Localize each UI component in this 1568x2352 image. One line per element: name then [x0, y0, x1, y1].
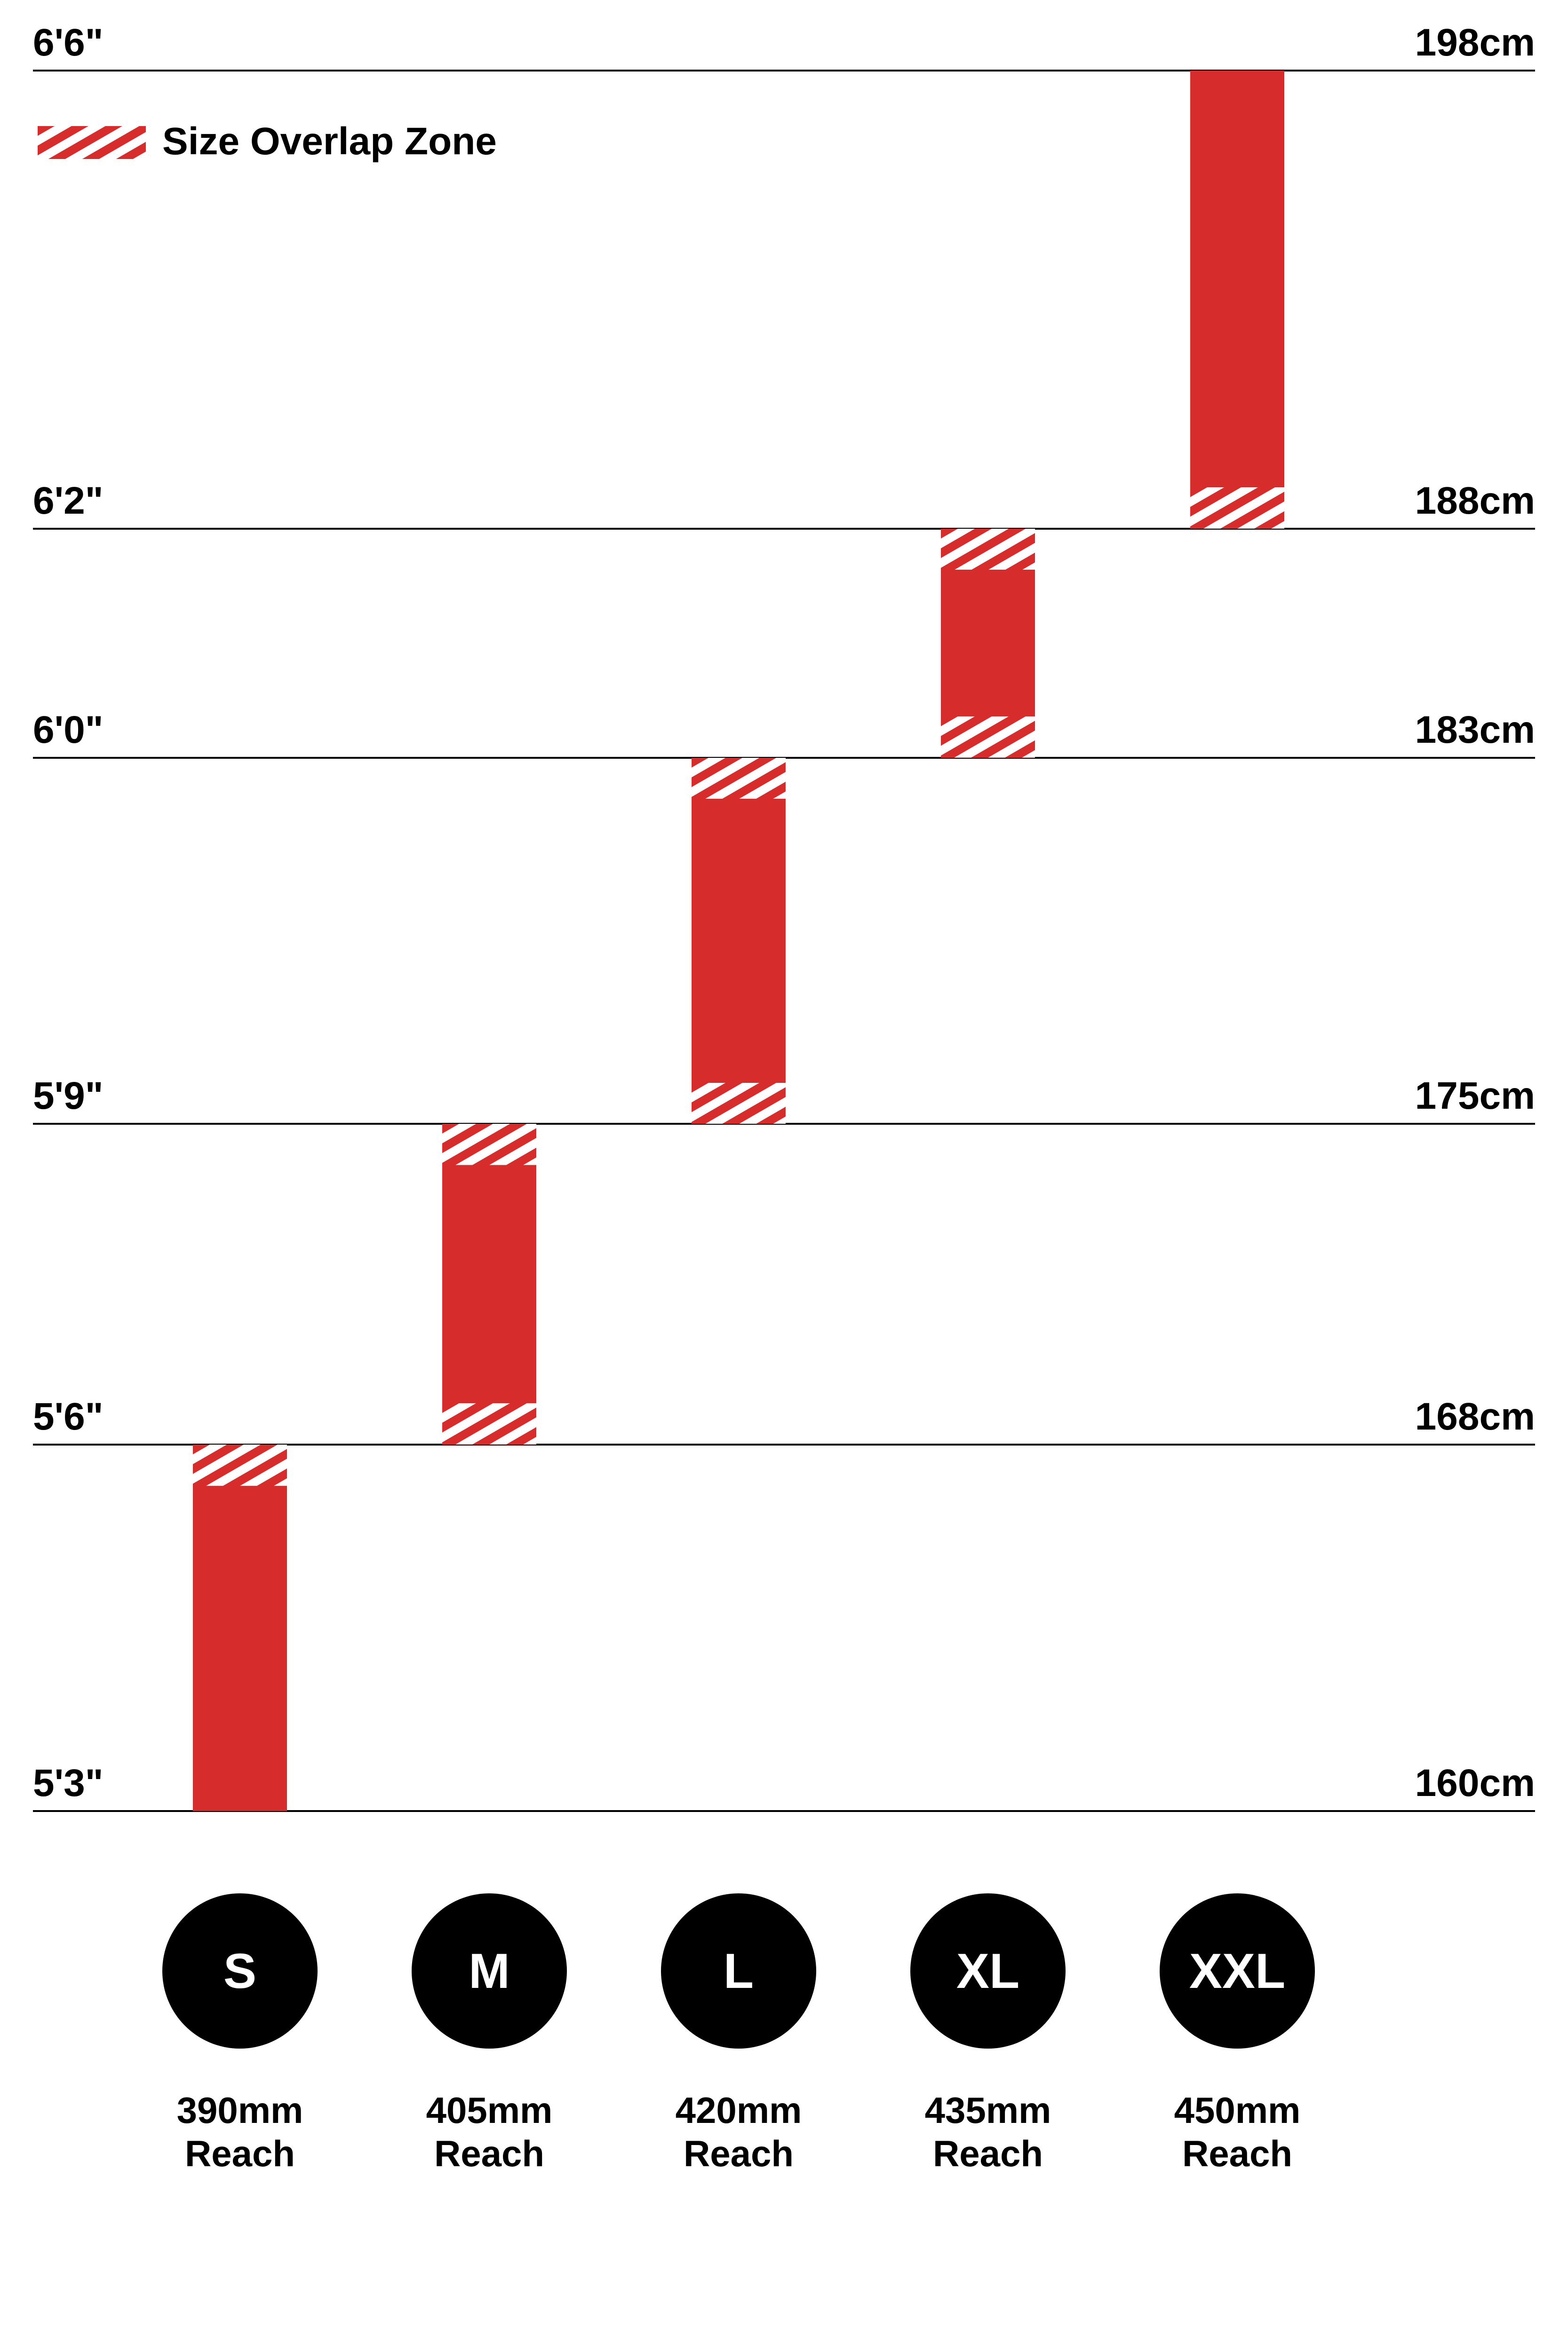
y-label-metric: 188cm — [1415, 482, 1535, 520]
size-badge: L — [661, 1893, 816, 2049]
y-label-metric: 168cm — [1415, 1398, 1535, 1436]
size-badge-label: S — [223, 1947, 256, 1996]
size-bar — [193, 1445, 287, 1811]
overlap-zone — [941, 716, 1035, 758]
size-bar — [692, 758, 786, 1124]
size-badge: S — [162, 1893, 318, 2049]
y-label-imperial: 5'6" — [33, 1398, 103, 1436]
size-badge: XXL — [1160, 1893, 1315, 2049]
size-badge-label: L — [724, 1947, 754, 1996]
y-label-metric: 160cm — [1415, 1764, 1535, 1803]
size-bar — [1190, 71, 1284, 529]
y-label-imperial: 6'2" — [33, 482, 103, 520]
overlap-zone — [1190, 487, 1284, 529]
reach-label: 405mmReach — [372, 2089, 607, 2175]
reach-label: 435mmReach — [870, 2089, 1106, 2175]
overlap-zone — [941, 529, 1035, 570]
size-bar — [442, 1124, 536, 1445]
gridline — [33, 528, 1535, 530]
y-label-metric: 175cm — [1415, 1077, 1535, 1115]
reach-label: 420mmReach — [621, 2089, 856, 2175]
size-badge: M — [412, 1893, 567, 2049]
overlap-zone — [692, 1083, 786, 1124]
overlap-zone — [692, 758, 786, 799]
size-badge-label: XXL — [1189, 1947, 1285, 1996]
y-label-metric: 198cm — [1415, 24, 1535, 62]
reach-label: 390mmReach — [122, 2089, 358, 2175]
size-badge-label: XL — [956, 1947, 1019, 1996]
y-label-imperial: 5'9" — [33, 1077, 103, 1115]
gridline — [33, 70, 1535, 72]
size-badge: XL — [910, 1893, 1066, 2049]
legend-label: Size Overlap Zone — [162, 122, 497, 161]
legend-swatch — [38, 126, 146, 159]
overlap-zone — [193, 1445, 287, 1486]
overlap-zone — [442, 1403, 536, 1445]
y-label-imperial: 6'6" — [33, 24, 103, 62]
y-label-imperial: 6'0" — [33, 711, 103, 749]
reach-label: 450mmReach — [1120, 2089, 1355, 2175]
size-badge-label: M — [469, 1947, 509, 1996]
y-label-metric: 183cm — [1415, 711, 1535, 749]
size-chart: 6'6" 198cm 6'2" 188cm 6'0" 183cm 5'9" 175cm 5'6"… — [0, 0, 1568, 2352]
overlap-zone — [442, 1124, 536, 1165]
y-label-imperial: 5'3" — [33, 1764, 103, 1803]
